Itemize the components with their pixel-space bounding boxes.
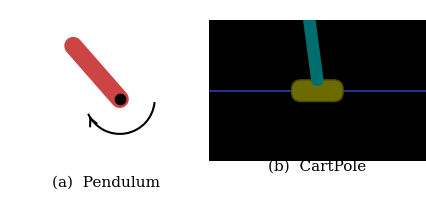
- Point: [116, 97, 123, 101]
- FancyBboxPatch shape: [291, 80, 343, 102]
- Text: (b)  CartPole: (b) CartPole: [268, 160, 366, 174]
- Text: (a)  Pendulum: (a) Pendulum: [52, 175, 161, 189]
